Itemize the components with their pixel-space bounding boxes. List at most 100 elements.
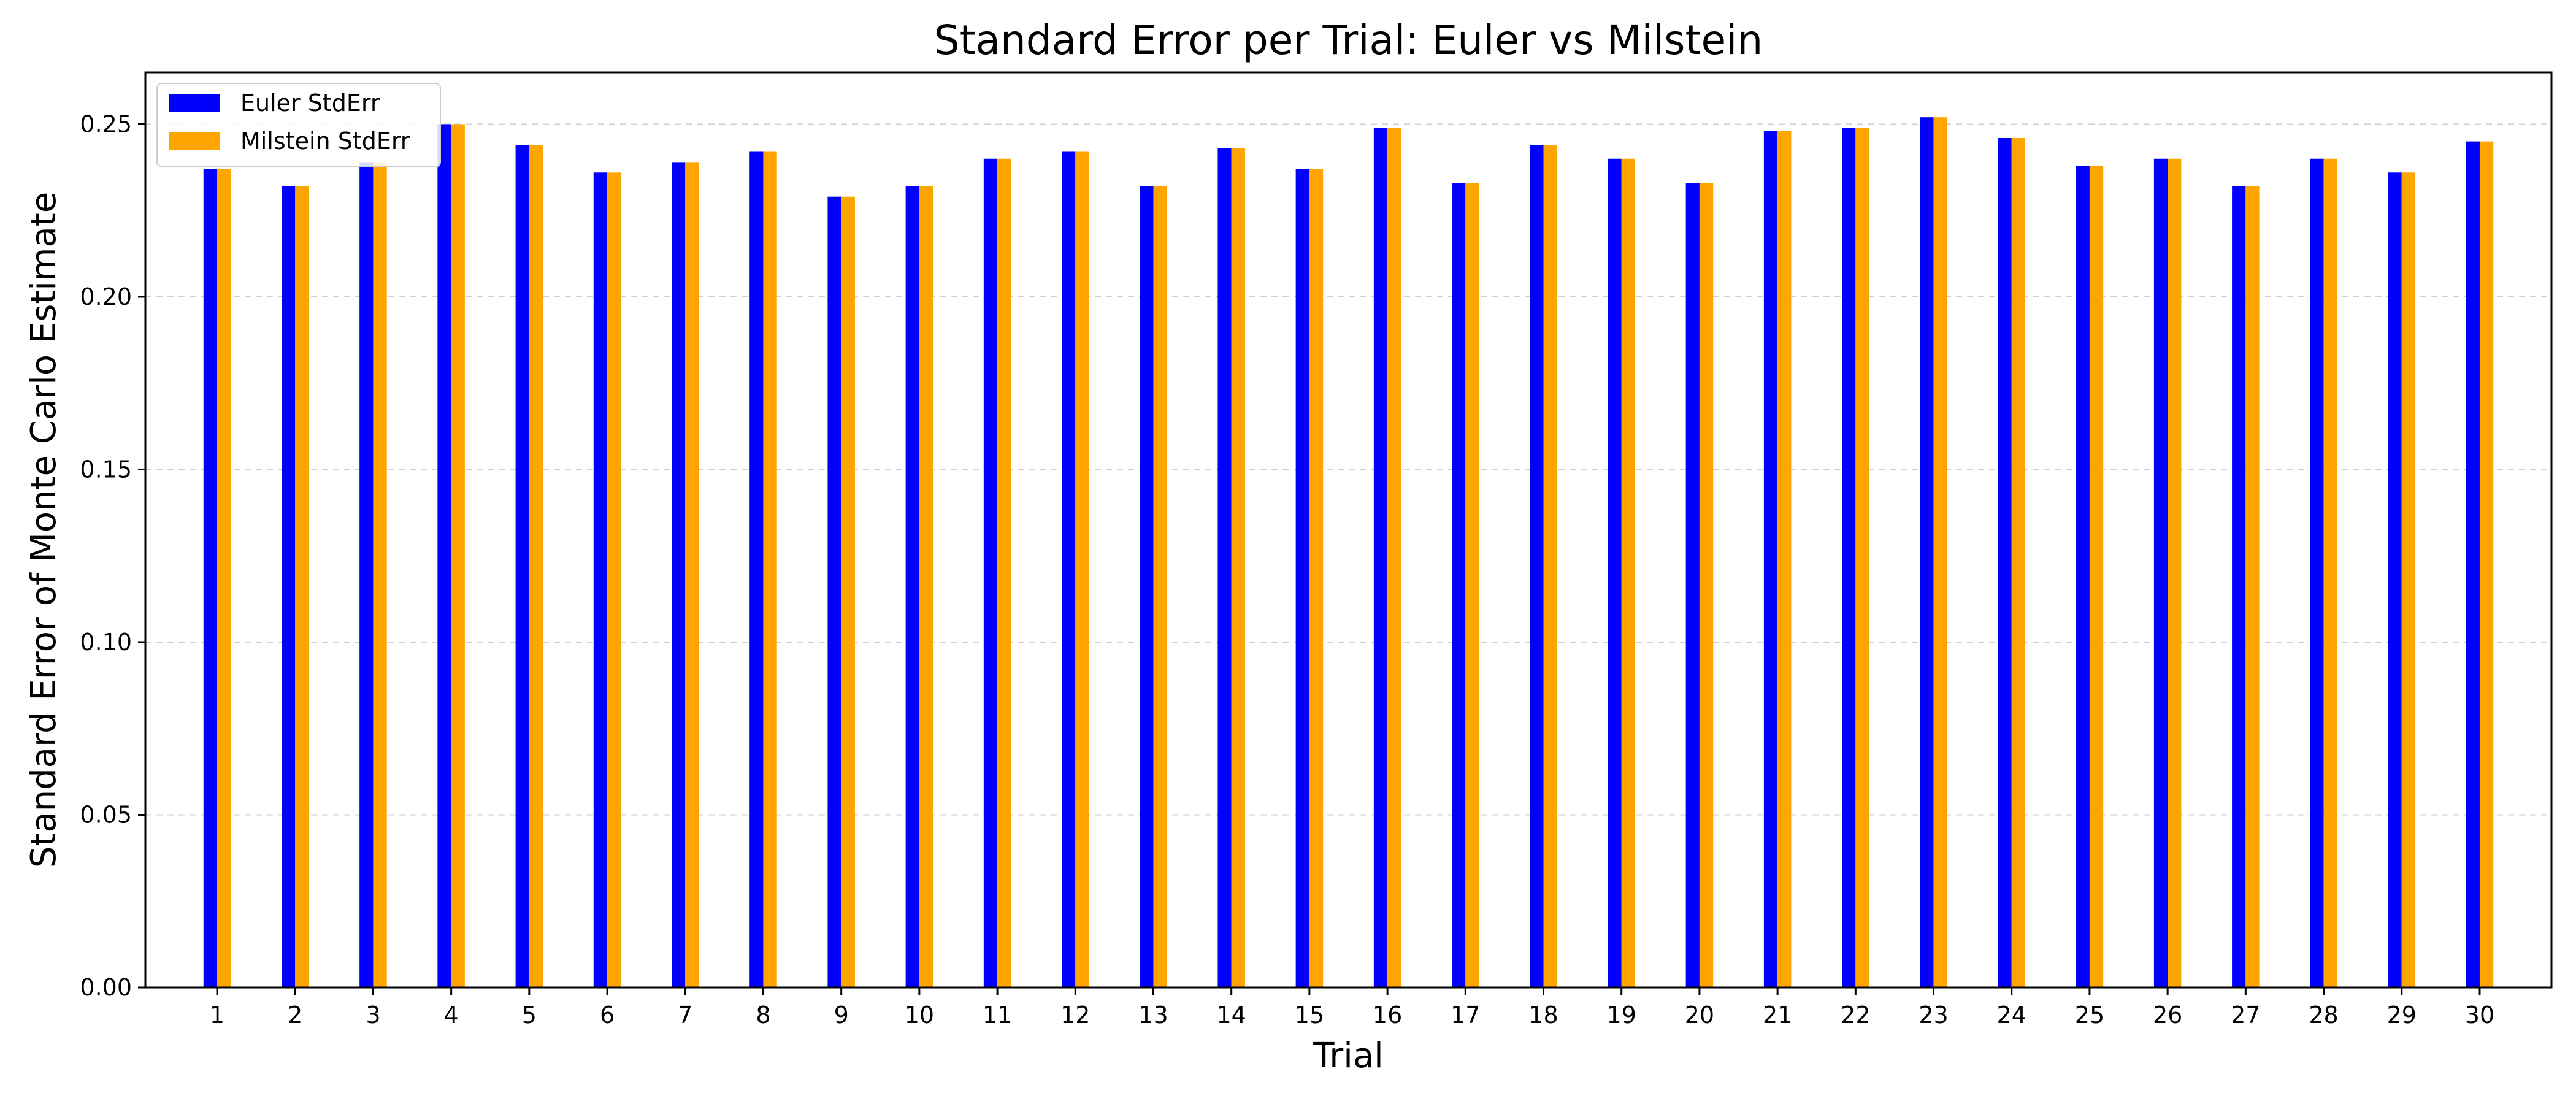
bar-euler-trial-25 (2076, 166, 2090, 987)
bar-milstein-trial-25 (2089, 166, 2104, 987)
x-tick-label: 4 (444, 1002, 459, 1029)
bar-euler-trial-26 (2153, 158, 2168, 987)
bar-euler-trial-28 (2310, 158, 2324, 987)
bar-euler-trial-15 (1295, 169, 1309, 987)
x-tick-label: 14 (1217, 1002, 1246, 1029)
bar-milstein-trial-4 (451, 124, 465, 988)
grid-layer (145, 123, 2551, 816)
y-tick-label: 0.25 (80, 110, 132, 137)
bar-euler-trial-3 (359, 162, 374, 987)
y-tick-label: 0.15 (80, 456, 132, 483)
bar-euler-trial-24 (1998, 137, 2012, 988)
x-axis: 1 2 3 4 5 6 7 8 9 10 11 12 13 14 15 16 17 18 19 20 21 22 23 24 2… (210, 987, 2494, 1029)
x-tick-label: 15 (1295, 1002, 1324, 1029)
x-tick-label: 30 (2465, 1002, 2494, 1029)
bar-euler-trial-30 (2466, 141, 2480, 988)
y-axis-label: Standard Error of Monte Carlo Estimate (24, 192, 64, 868)
bar-milstein-trial-2 (295, 186, 309, 987)
bar-milstein-trial-14 (1231, 148, 1245, 988)
x-tick-label: 7 (678, 1002, 692, 1029)
legend-swatch-milstein (169, 132, 220, 150)
bar-milstein-trial-23 (1933, 117, 1947, 988)
bar-milstein-trial-26 (2168, 158, 2182, 987)
legend-box (156, 83, 441, 167)
x-tick-label: 12 (1060, 1002, 1090, 1029)
bar-euler-trial-16 (1373, 128, 1388, 988)
bar-euler-trial-18 (1530, 145, 1544, 988)
x-tick-label: 10 (905, 1002, 934, 1029)
bar-euler-trial-21 (1763, 131, 1778, 988)
bar-milstein-trial-30 (2479, 141, 2494, 988)
bar-euler-trial-1 (203, 169, 218, 987)
bar-euler-trial-17 (1452, 183, 1466, 987)
legend-label-euler: Euler StdErr (240, 90, 380, 117)
bar-euler-trial-19 (1608, 158, 1622, 987)
x-tick-label: 23 (1919, 1002, 1948, 1029)
bar-euler-trial-22 (1842, 128, 1856, 988)
bar-milstein-trial-15 (1309, 169, 1324, 987)
bar-milstein-trial-3 (373, 162, 387, 987)
x-tick-label: 25 (2075, 1002, 2104, 1029)
bar-milstein-trial-5 (529, 145, 543, 988)
y-tick-label: 0.20 (80, 283, 132, 310)
bar-euler-trial-4 (437, 124, 451, 988)
y-tick-label: 0.10 (80, 629, 132, 656)
bar-milstein-trial-16 (1387, 128, 1401, 988)
bar-euler-trial-2 (281, 186, 296, 987)
x-tick-label: 16 (1373, 1002, 1402, 1029)
bars-layer (203, 117, 2494, 988)
x-tick-label: 5 (522, 1002, 537, 1029)
x-tick-label: 13 (1138, 1002, 1168, 1029)
bar-euler-trial-5 (515, 145, 529, 988)
y-tick-label: 0.00 (80, 974, 132, 1001)
bar-milstein-trial-20 (1699, 183, 1714, 987)
x-tick-label: 17 (1451, 1002, 1480, 1029)
bar-euler-trial-12 (1062, 151, 1076, 988)
bar-euler-trial-7 (672, 162, 686, 987)
x-tick-label: 1 (210, 1002, 224, 1029)
bar-milstein-trial-19 (1621, 158, 1635, 987)
bar-euler-trial-8 (749, 151, 764, 988)
x-tick-label: 11 (983, 1002, 1012, 1029)
bar-milstein-trial-10 (919, 186, 933, 987)
bar-milstein-trial-29 (2401, 172, 2416, 987)
bar-milstein-trial-13 (1153, 186, 1167, 987)
legend-swatch-euler (169, 94, 220, 112)
y-axis: 0.00 0.05 0.10 0.15 0.20 0.25 (80, 110, 145, 1001)
x-tick-label: 18 (1528, 1002, 1558, 1029)
x-tick-label: 6 (600, 1002, 615, 1029)
x-tick-label: 20 (1685, 1002, 1714, 1029)
x-tick-label: 21 (1763, 1002, 1792, 1029)
bar-euler-trial-9 (827, 196, 841, 988)
bar-euler-trial-6 (593, 172, 608, 987)
bar-milstein-trial-17 (1465, 183, 1479, 987)
x-tick-label: 24 (1997, 1002, 2026, 1029)
bar-milstein-trial-9 (841, 196, 855, 988)
bar-euler-trial-14 (1217, 148, 1232, 988)
x-tick-label: 19 (1607, 1002, 1636, 1029)
bar-milstein-trial-28 (2323, 158, 2337, 987)
bar-euler-trial-10 (905, 186, 919, 987)
bar-milstein-trial-11 (997, 158, 1011, 987)
bar-milstein-trial-27 (2245, 186, 2260, 987)
bar-euler-trial-20 (1685, 183, 1700, 987)
bar-euler-trial-27 (2232, 186, 2246, 987)
bar-milstein-trial-6 (607, 172, 621, 987)
x-tick-label: 22 (1841, 1002, 1870, 1029)
bar-euler-trial-13 (1140, 186, 1154, 987)
bar-euler-trial-23 (1920, 117, 1934, 988)
axes-frame (144, 71, 2553, 989)
x-tick-label: 8 (756, 1002, 770, 1029)
bar-milstein-trial-12 (1075, 151, 1089, 988)
bar-euler-trial-29 (2388, 172, 2402, 987)
bar-milstein-trial-7 (685, 162, 699, 987)
legend: Euler StdErr Milstein StdErr (156, 83, 441, 167)
bar-milstein-trial-21 (1777, 131, 1792, 988)
x-tick-label: 26 (2153, 1002, 2182, 1029)
x-tick-label: 28 (2309, 1002, 2338, 1029)
bar-milstein-trial-24 (2011, 137, 2025, 988)
x-tick-label: 29 (2387, 1002, 2417, 1029)
x-tick-label: 27 (2231, 1002, 2260, 1029)
